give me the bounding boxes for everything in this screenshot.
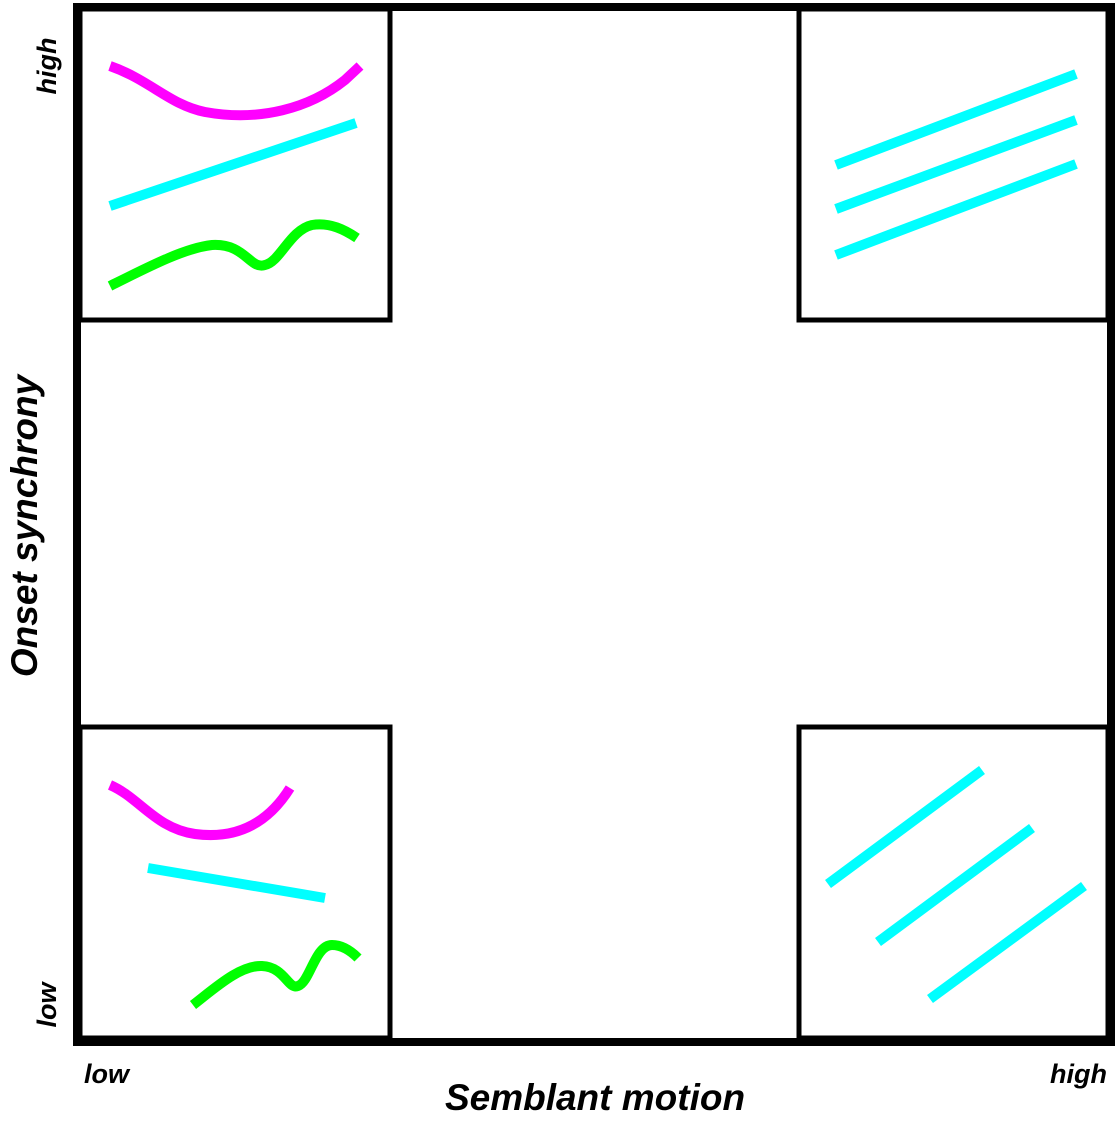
panel-high-motion-high-synchrony <box>796 6 1111 323</box>
y-axis-title: Onset synchrony <box>4 372 45 677</box>
panel-frame <box>796 6 1111 323</box>
panel-low-motion-low-synchrony <box>77 724 393 1041</box>
green-wave-stroke <box>189 939 362 1009</box>
cyan-line-stroke <box>834 115 1078 214</box>
cyan-line-stroke <box>147 863 326 903</box>
cyan-line-stroke <box>834 69 1078 170</box>
panel-frame <box>796 724 1111 1041</box>
cyan-line-stroke <box>825 765 985 889</box>
y-axis-low-label: low <box>32 981 62 1028</box>
magenta-curve-stroke <box>107 780 295 841</box>
cyan-line-stroke <box>927 881 1087 1004</box>
x-axis-high-label: high <box>1050 1059 1107 1089</box>
magenta-curve-stroke <box>108 61 364 121</box>
y-axis-high-label: high <box>32 38 62 95</box>
x-axis-low-label: low <box>84 1059 131 1089</box>
panel-high-motion-low-synchrony <box>796 724 1111 1041</box>
outer-frame <box>73 3 1115 1046</box>
panel-frame <box>77 6 393 323</box>
green-wave-stroke <box>107 219 360 291</box>
x-axis-title: Semblant motion <box>445 1077 745 1118</box>
panel-low-motion-high-synchrony <box>77 6 393 323</box>
panel-frame <box>77 724 393 1041</box>
cyan-line-stroke <box>108 118 358 211</box>
cyan-line-stroke <box>875 823 1035 947</box>
cyan-line-stroke <box>834 159 1078 260</box>
